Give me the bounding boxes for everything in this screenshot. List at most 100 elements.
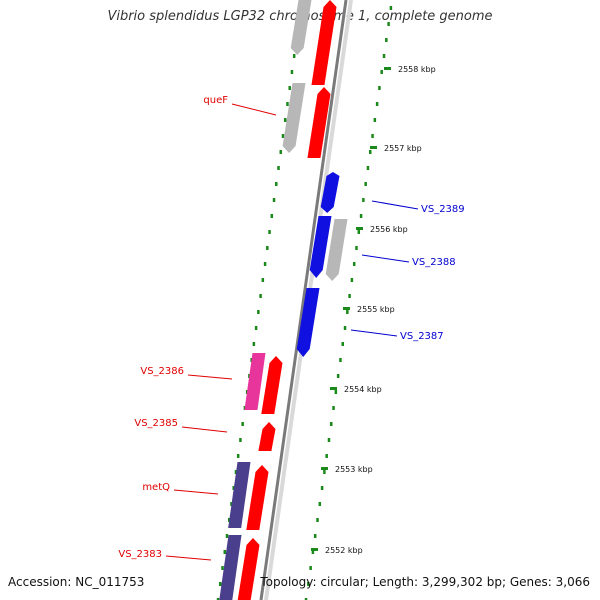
- left-tick-mark: [268, 230, 271, 234]
- left-tick-mark: [227, 518, 231, 522]
- right-tick-mark: [369, 150, 372, 154]
- left-tick-mark: [277, 166, 280, 170]
- right-tick-row: [304, 6, 393, 600]
- left-tick-mark: [290, 70, 294, 74]
- left-tick-mark: [223, 550, 226, 554]
- right-tick-mark: [355, 246, 358, 250]
- gene-label: VS_2387: [400, 331, 444, 342]
- kbp-tick-mark: [370, 146, 377, 149]
- left-tick-mark: [254, 326, 258, 330]
- kbp-scale-label: 2557 kbp: [384, 144, 422, 153]
- right-tick-mark: [336, 374, 340, 378]
- kbp-scale-label: 2558 kbp: [398, 65, 436, 74]
- gene-feature-forward: [261, 356, 283, 414]
- left-tick-mark: [219, 582, 222, 586]
- gene-feature-blue: [309, 216, 332, 278]
- right-tick-mark: [364, 182, 367, 186]
- right-tick-mark: [334, 390, 338, 394]
- right-tick-mark: [385, 38, 388, 42]
- gene-label-leader: [361, 254, 410, 263]
- right-tick-mark: [350, 278, 354, 282]
- kbp-tick-mark: [356, 227, 363, 230]
- gene-label: metQ: [142, 482, 170, 493]
- topology-summary: Topology: circular; Length: 3,299,302 bp…: [260, 575, 590, 589]
- right-tick-mark: [346, 310, 349, 314]
- left-tick-mark: [234, 470, 238, 474]
- gene-feature-blue: [320, 172, 340, 213]
- right-tick-mark: [362, 198, 365, 202]
- kbp-tick-mark: [384, 67, 391, 70]
- gene-feature-forward: [246, 465, 269, 530]
- gene-labels: queF VS_2389 VS_2388 VS_2387 VS_2386 VS_2385m…: [118, 95, 465, 561]
- right-tick-mark: [382, 54, 386, 58]
- left-tick-mark: [241, 422, 244, 426]
- gene-label: VS_2389: [421, 204, 465, 215]
- gene-label-leader: [187, 374, 233, 380]
- kbp-tick-mark: [311, 548, 318, 551]
- right-tick-mark: [330, 422, 333, 426]
- left-tick-mark: [270, 214, 274, 218]
- right-tick-mark: [389, 6, 393, 10]
- gene-feature-reverse: [290, 0, 312, 55]
- left-tick-mark: [252, 342, 256, 346]
- gene-label-leader: [231, 103, 277, 116]
- right-tick-mark: [375, 102, 379, 106]
- kbp-scale: 2558 kbp 2557 kbp 2556 kbp 2555 kbp 2554 kbp…: [311, 65, 436, 555]
- left-tick-mark: [232, 486, 235, 490]
- gene-feature-forward: [258, 422, 276, 451]
- left-tick-mark: [257, 310, 260, 314]
- right-tick-mark: [318, 502, 322, 506]
- gene-label: VS_2385: [134, 418, 178, 429]
- right-tick-mark: [316, 518, 319, 522]
- left-tick-mark: [292, 54, 296, 58]
- right-tick-mark: [309, 566, 312, 570]
- kbp-scale-label: 2556 kbp: [370, 225, 408, 234]
- left-tick-mark: [216, 598, 220, 600]
- left-tick-mark: [221, 566, 224, 570]
- right-tick-mark: [371, 134, 374, 138]
- kbp-tick-mark: [330, 387, 337, 390]
- left-tick-mark: [225, 534, 229, 538]
- right-tick-mark: [357, 230, 361, 234]
- gene-label-leader: [173, 489, 219, 495]
- left-tick-mark: [236, 454, 240, 458]
- right-tick-mark: [332, 406, 335, 410]
- gene-feature-forward: [237, 538, 260, 600]
- right-tick-mark: [304, 598, 308, 600]
- right-tick-mark: [341, 342, 344, 346]
- accession-text: Accession: NC_011753: [8, 575, 145, 589]
- gene-feature-blue: [296, 288, 320, 357]
- right-tick-mark: [320, 486, 324, 490]
- left-tick-mark: [272, 198, 276, 202]
- gene-feature-forward: [311, 0, 337, 85]
- right-tick-mark: [373, 118, 377, 122]
- right-tick-mark: [343, 326, 347, 330]
- right-tick-mark: [378, 86, 381, 90]
- left-tick-mark: [259, 294, 262, 298]
- left-tick-mark: [286, 102, 289, 106]
- right-tick-mark: [380, 70, 383, 74]
- gene-label-leader: [165, 555, 212, 561]
- right-tick-mark: [348, 294, 351, 298]
- gene-feature-reverse: [325, 219, 348, 281]
- gene-label: VS_2388: [412, 257, 456, 268]
- left-tick-mark: [281, 134, 285, 138]
- kbp-tick-mark: [343, 307, 350, 310]
- gene-feature-reverse: [282, 83, 306, 153]
- gene-feature-purple: [228, 462, 251, 528]
- right-tick-mark: [387, 22, 390, 26]
- right-tick-mark: [352, 262, 356, 266]
- gene-label-leader: [350, 329, 398, 337]
- kbp-scale-label: 2555 kbp: [357, 305, 395, 314]
- left-tick-mark: [263, 262, 267, 266]
- gene-feature-forward: [307, 87, 331, 158]
- right-tick-mark: [366, 166, 370, 170]
- right-tick-mark: [323, 470, 326, 474]
- kbp-scale-label: 2552 kbp: [325, 546, 363, 555]
- kbp-scale-label: 2553 kbp: [335, 465, 373, 474]
- left-tick-mark: [266, 246, 269, 250]
- gene-label-leader: [371, 200, 419, 210]
- right-tick-mark: [307, 582, 310, 586]
- gene-label: queF: [203, 95, 228, 106]
